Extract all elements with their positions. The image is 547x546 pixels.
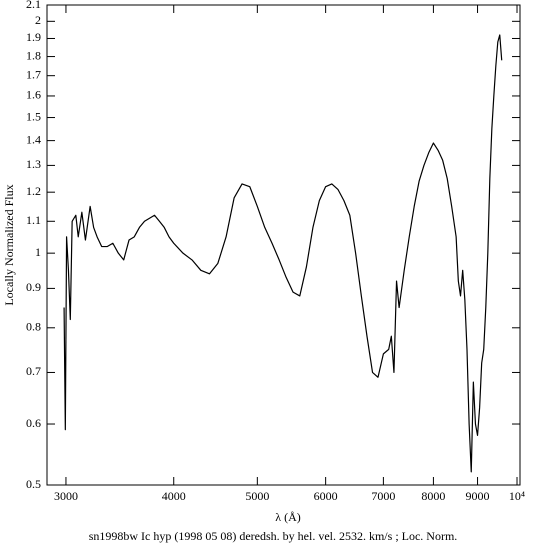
x-tick-label: 8000 [421, 489, 445, 503]
x-tick-label: 3000 [54, 489, 78, 503]
x-tick-label: 5000 [245, 489, 269, 503]
y-tick-label: 0.9 [26, 280, 41, 294]
y-tick-label: 1.1 [26, 213, 41, 227]
y-tick-label: 1.2 [26, 184, 41, 198]
y-tick-label: 1.6 [26, 88, 41, 102]
x-tick-label: 6000 [314, 489, 338, 503]
y-tick-label: 0.8 [26, 320, 41, 334]
y-tick-label: 0.7 [26, 364, 41, 378]
y-tick-label: 1.4 [26, 132, 41, 146]
plot-frame [46, 4, 521, 486]
y-tick-label: 1.3 [26, 157, 41, 171]
y-tick-label: 1.5 [26, 109, 41, 123]
y-tick-label: 1.9 [26, 30, 41, 44]
y-axis-label: Locally Normalized Flux [2, 184, 16, 305]
y-tick-label: 2 [35, 13, 41, 27]
x-tick-label: 10⁴ [509, 489, 525, 503]
y-tick-label: 0.6 [26, 416, 41, 430]
y-tick-label: 1.7 [26, 67, 41, 81]
x-tick-label: 4000 [162, 489, 186, 503]
x-tick-label: 7000 [371, 489, 395, 503]
x-tick-label: 9000 [466, 489, 490, 503]
y-tick-label: 1 [35, 245, 41, 259]
x-axis-label: λ (Å) [275, 510, 300, 524]
y-tick-label: 2.1 [26, 0, 41, 11]
spectrum-line [63, 34, 503, 473]
y-tick-label: 0.5 [26, 477, 41, 491]
chart-title: sn1998bw Ic hyp (1998 05 08) deredsh. by… [89, 529, 458, 543]
y-tick-label: 1.8 [26, 48, 41, 62]
